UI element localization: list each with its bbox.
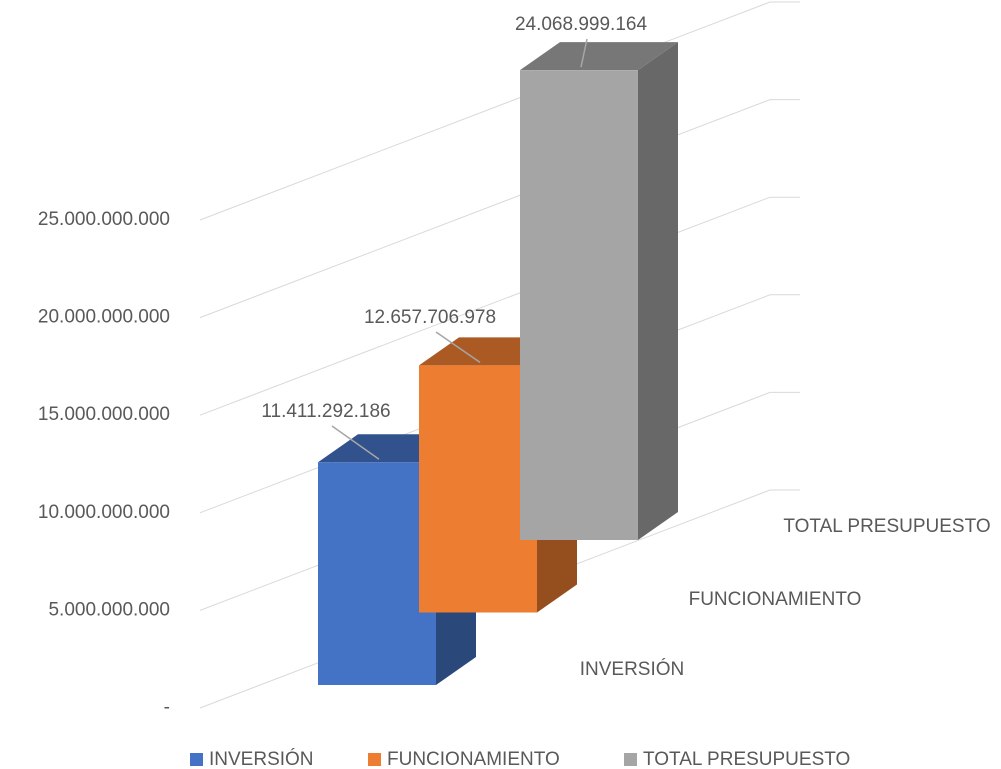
y-tick-label: 15.000.000.000	[38, 404, 170, 425]
leader-line	[331, 425, 380, 460]
bar-side	[638, 42, 678, 541]
bar	[419, 365, 537, 613]
y-tick-label: 5.000.000.000	[48, 599, 170, 620]
bar	[520, 70, 638, 541]
category-label: FUNCIONAMIENTO	[689, 589, 862, 610]
bar	[318, 462, 436, 685]
y-tick-label: -	[164, 697, 170, 718]
value-label: 24.068.999.164	[515, 14, 648, 35]
category-label: INVERSIÓN	[580, 658, 685, 680]
legend-swatch	[190, 753, 203, 766]
leader-line	[580, 38, 588, 68]
grid-line	[199, 1, 800, 221]
legend-swatch	[368, 753, 381, 766]
y-tick-label: 25.000.000.000	[38, 209, 170, 230]
leader-line	[435, 331, 481, 364]
bar-top	[520, 42, 678, 71]
value-label: 12.657.706.978	[364, 307, 496, 328]
legend-label: FUNCIONAMIENTO	[387, 749, 560, 769]
y-tick-label: 10.000.000.000	[38, 502, 170, 523]
grid-line	[199, 196, 800, 416]
value-label: 11.411.292.186	[261, 401, 390, 422]
category-label: TOTAL PRESUPUESTO	[783, 516, 990, 537]
legend-label: TOTAL PRESUPUESTO	[643, 749, 850, 769]
y-tick-label: 20.000.000.000	[38, 307, 170, 328]
legend-label: INVERSIÓN	[209, 748, 314, 769]
legend-swatch	[624, 753, 637, 766]
grid-line	[199, 99, 800, 319]
